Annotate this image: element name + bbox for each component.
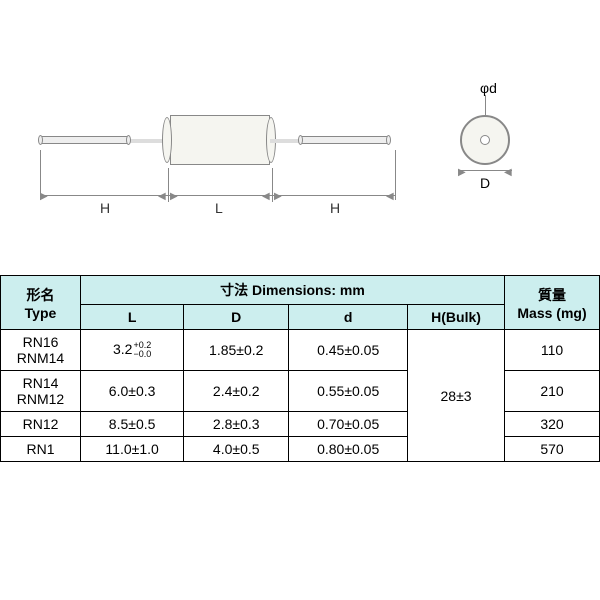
lead-right (300, 136, 390, 144)
cell-d-upper: 2.8±0.3 (184, 412, 289, 437)
lead-tie-right (270, 139, 300, 143)
body-circle (460, 115, 510, 165)
header-type: 形名 Type (1, 276, 81, 330)
header-type-jp: 形名 Type (25, 287, 57, 321)
cell-l: 11.0±1.0 (81, 437, 184, 462)
d-dimension-label: D (480, 175, 490, 191)
cell-l: 8.5±0.5 (81, 412, 184, 437)
dim-arrow-h2r: ◀ (386, 191, 394, 202)
dim-horizontal-line (40, 195, 395, 196)
cell-mass: 570 (505, 437, 600, 462)
d-arrow-left: ▶ (458, 167, 466, 178)
cell-mass: 210 (505, 371, 600, 412)
dim-arrow-h1l: ▶ (40, 191, 48, 202)
cell-h-shared: 28±3 (408, 330, 505, 462)
dimensions-table: 形名 Type 寸法 Dimensions: mm 質量 Mass (mg) L… (0, 275, 600, 462)
lead-cap-r1 (298, 135, 303, 145)
phi-d-line (485, 95, 486, 115)
cell-type: RN1 (1, 437, 81, 462)
header-l: L (81, 305, 184, 330)
resistor-body (170, 115, 270, 165)
table-row: RN12 8.5±0.5 2.8±0.3 0.70±0.05 320 (1, 412, 600, 437)
cell-type: RN12 (1, 412, 81, 437)
table-row: RN16 RNM14 3.2+0.2−0.0 1.85±0.2 0.45±0.0… (1, 330, 600, 371)
lead-left (40, 136, 130, 144)
dim-arrow-h1r: ◀ (158, 191, 166, 202)
cell-d-upper: 1.85±0.2 (184, 330, 289, 371)
h-label-left: H (100, 200, 110, 216)
header-mass: 質量 Mass (mg) (505, 276, 600, 330)
dimensions-table-area: 形名 Type 寸法 Dimensions: mm 質量 Mass (mg) L… (0, 275, 600, 600)
dim-vert-4 (395, 150, 396, 200)
cell-d-lower: 0.45±0.05 (289, 330, 408, 371)
component-diagram: φd ▶ ◀ D (0, 0, 600, 275)
dim-arrow-h2l: ▶ (274, 191, 282, 202)
header-d-upper: D (184, 305, 289, 330)
cell-l: 6.0±0.3 (81, 371, 184, 412)
dim-arrow-ll: ▶ (170, 191, 178, 202)
cell-d-upper: 4.0±0.5 (184, 437, 289, 462)
phi-d-label: φd (480, 80, 497, 96)
header-dimensions: 寸法 Dimensions: mm (81, 276, 505, 305)
dim-vert-3 (272, 168, 273, 202)
lead-cap-l2 (126, 135, 131, 145)
end-view (460, 115, 510, 165)
l-label: L (215, 200, 223, 216)
lead-cap-r2 (386, 135, 391, 145)
lead-cap-l1 (38, 135, 43, 145)
table-header-row-1: 形名 Type 寸法 Dimensions: mm 質量 Mass (mg) (1, 276, 600, 305)
cell-type: RN14 RNM12 (1, 371, 81, 412)
cell-l: 3.2+0.2−0.0 (81, 330, 184, 371)
table-row: RN14 RNM12 6.0±0.3 2.4±0.2 0.55±0.05 210 (1, 371, 600, 412)
d-arrow-right: ◀ (504, 167, 512, 178)
cell-mass: 320 (505, 412, 600, 437)
cell-d-lower: 0.80±0.05 (289, 437, 408, 462)
dim-vert-2 (168, 168, 169, 202)
h-label-right: H (330, 200, 340, 216)
header-h: H(Bulk) (408, 305, 505, 330)
cell-d-lower: 0.55±0.05 (289, 371, 408, 412)
lead-circle (480, 135, 490, 145)
table-row: RN1 11.0±1.0 4.0±0.5 0.80±0.05 570 (1, 437, 600, 462)
cell-d-upper: 2.4±0.2 (184, 371, 289, 412)
cell-mass: 110 (505, 330, 600, 371)
dim-arrow-lr: ◀ (262, 191, 270, 202)
cell-d-lower: 0.70±0.05 (289, 412, 408, 437)
header-d-lower: d (289, 305, 408, 330)
body-cap-left (162, 117, 172, 163)
cell-type: RN16 RNM14 (1, 330, 81, 371)
